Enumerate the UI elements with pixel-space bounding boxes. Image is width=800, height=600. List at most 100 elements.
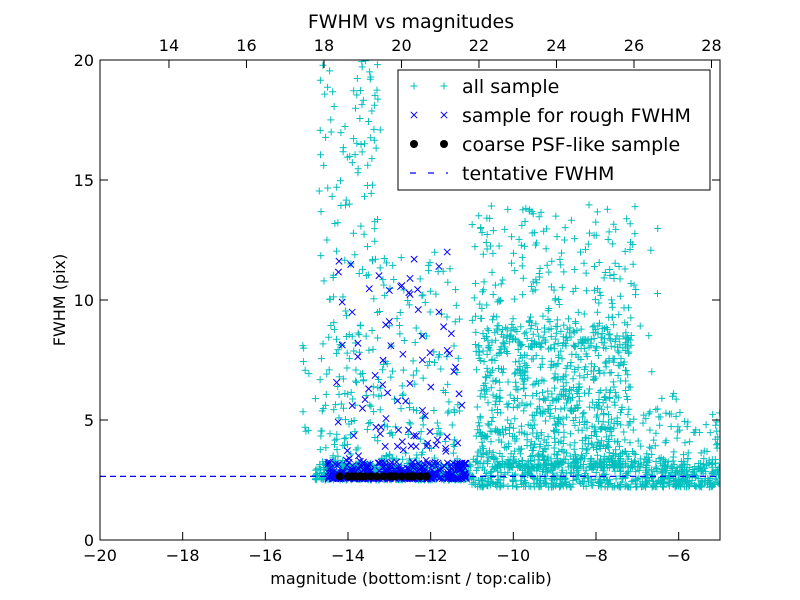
all-sample-point	[479, 464, 487, 472]
all-sample-point	[364, 161, 372, 169]
all-sample-point	[475, 348, 483, 356]
all-sample-point	[333, 446, 341, 454]
all-sample-point	[653, 465, 661, 473]
all-sample-point	[373, 86, 381, 94]
all-sample-point	[456, 407, 464, 415]
all-sample-point	[548, 257, 556, 265]
all-sample-point	[510, 459, 518, 467]
all-sample-point	[542, 417, 550, 425]
all-sample-point	[592, 344, 600, 352]
all-sample-point	[387, 373, 395, 381]
all-sample-point	[581, 336, 589, 344]
all-sample-point	[575, 418, 583, 426]
all-sample-point	[652, 406, 660, 414]
all-sample-point	[603, 403, 611, 411]
all-sample-point	[502, 460, 510, 468]
all-sample-point	[383, 259, 391, 267]
x-tick-label: −14	[331, 546, 365, 565]
rough-sample-point	[406, 274, 414, 282]
all-sample-point	[614, 372, 622, 380]
rough-sample-point	[385, 318, 393, 326]
all-sample-point	[627, 332, 635, 340]
all-sample-point	[574, 404, 582, 412]
all-sample-point	[579, 413, 587, 421]
all-sample-point	[367, 402, 375, 410]
all-sample-point	[540, 436, 548, 444]
top-tick-label: 26	[624, 36, 644, 55]
all-sample-point	[560, 433, 568, 441]
all-sample-point	[596, 441, 604, 449]
rough-sample-point	[443, 346, 451, 354]
all-sample-point	[323, 370, 331, 378]
all-sample-point	[587, 339, 595, 347]
rough-sample-point	[414, 306, 422, 314]
all-sample-point	[454, 354, 462, 362]
all-sample-point	[707, 483, 715, 491]
all-sample-point	[473, 366, 481, 374]
all-sample-point	[547, 363, 555, 371]
all-sample-point	[616, 275, 624, 283]
all-sample-point	[597, 333, 605, 341]
all-sample-point	[341, 256, 349, 264]
all-sample-point	[633, 483, 641, 491]
all-sample-point	[600, 344, 608, 352]
all-sample-point	[528, 343, 536, 351]
all-sample-point	[515, 235, 523, 243]
all-sample-point	[522, 361, 530, 369]
all-sample-point	[503, 349, 511, 357]
all-sample-point	[549, 483, 557, 491]
all-sample-point	[578, 453, 586, 461]
all-sample-point	[419, 374, 427, 382]
all-sample-point	[367, 134, 375, 142]
all-sample-point	[497, 280, 505, 288]
all-sample-point	[520, 330, 528, 338]
all-sample-point	[527, 325, 535, 333]
all-sample-point	[509, 404, 517, 412]
all-sample-point	[625, 483, 633, 491]
all-sample-point	[381, 291, 389, 299]
all-sample-point	[483, 231, 491, 239]
all-sample-point	[713, 427, 720, 435]
all-sample-point	[430, 406, 438, 414]
rough-sample-point	[414, 466, 422, 474]
all-sample-point	[489, 414, 497, 422]
all-sample-point	[552, 362, 560, 370]
all-sample-point	[532, 276, 540, 284]
all-sample-point	[588, 422, 596, 430]
all-sample-point	[586, 385, 594, 393]
all-sample-point	[590, 363, 598, 371]
all-sample-point	[600, 464, 608, 472]
all-sample-point	[570, 445, 578, 453]
rough-sample-point	[435, 308, 443, 316]
all-sample-point	[604, 325, 611, 333]
rough-sample-point	[327, 469, 335, 477]
all-sample-point	[612, 225, 620, 233]
all-sample-point	[574, 340, 582, 348]
psf-sample-point	[408, 472, 417, 481]
all-sample-point	[666, 473, 674, 481]
rough-sample-point	[426, 349, 434, 357]
all-sample-point	[571, 235, 579, 243]
all-sample-point	[371, 91, 379, 99]
all-sample-point	[488, 417, 496, 425]
all-sample-point	[601, 393, 609, 401]
all-sample-point	[511, 447, 519, 455]
rough-sample-point	[435, 262, 443, 270]
legend-marker-all-sample	[410, 82, 418, 90]
all-sample-point	[609, 354, 617, 362]
all-sample-point	[659, 483, 667, 491]
all-sample-point	[510, 334, 518, 342]
rough-sample-point	[412, 443, 420, 451]
all-sample-point	[434, 268, 442, 276]
rough-sample-point	[324, 460, 332, 468]
all-sample-point	[594, 451, 602, 459]
all-sample-point	[325, 333, 333, 341]
all-sample-point	[591, 328, 599, 336]
all-sample-point	[562, 333, 570, 341]
all-sample-point	[543, 225, 551, 233]
all-sample-point	[483, 460, 491, 468]
all-sample-point	[626, 220, 634, 228]
all-sample-point	[521, 217, 529, 225]
all-sample-point	[443, 313, 451, 321]
all-sample-point	[598, 405, 606, 413]
